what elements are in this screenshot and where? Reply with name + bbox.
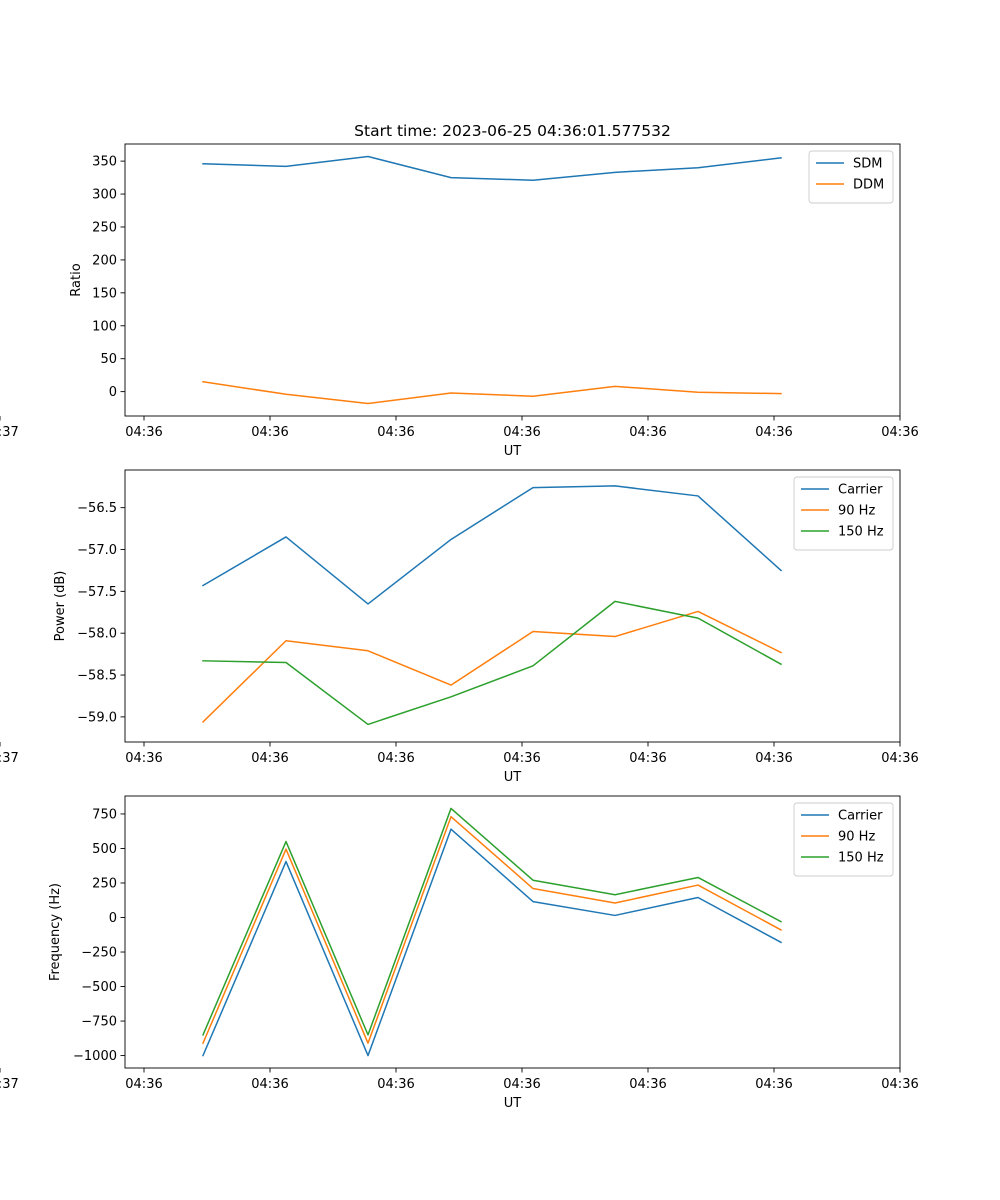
x-tick-label: 04:36	[125, 751, 162, 766]
legend: Carrier 90 Hz 150 Hz	[793, 476, 894, 551]
y-tick-label: −500	[81, 980, 117, 995]
series-line-ddm	[202, 380, 782, 405]
legend-entry: SDM	[853, 157, 882, 172]
y-axis-label: Frequency (Hz)	[48, 883, 63, 981]
y-tick-label: −250	[81, 946, 117, 961]
y-tick-label: 0	[109, 385, 117, 400]
x-tick-label: 04:37	[0, 751, 19, 766]
legend-entry: 150 Hz	[838, 525, 884, 540]
x-tick-label: 04:36	[629, 425, 666, 440]
series-line-90-hz	[201, 610, 783, 723]
axes-frame	[124, 469, 901, 743]
y-tick-label: −58.5	[77, 669, 117, 684]
legend-entry: 90 Hz	[838, 830, 875, 845]
legend: SDM DDM	[808, 150, 894, 204]
x-tick-label: 04:36	[377, 751, 414, 766]
y-tick-label: 100	[92, 319, 117, 334]
x-tick-label: 04:37	[0, 425, 19, 440]
x-tick-label: 04:36	[125, 1077, 162, 1092]
axes-frame	[124, 795, 901, 1069]
y-tick-label: −1000	[73, 1049, 117, 1064]
series-line-90-hz	[202, 815, 783, 1045]
x-tick-label: 04:36	[881, 425, 918, 440]
legend-box	[808, 150, 894, 204]
chart-title: Start time: 2023-06-25 04:36:01.577532	[354, 122, 671, 140]
x-tick-label: 04:36	[377, 425, 414, 440]
x-tick-label: 04:37	[0, 1077, 19, 1092]
y-tick-label: 500	[92, 842, 117, 857]
series-line-carrier	[202, 828, 783, 1057]
legend-entry: DDM	[853, 178, 884, 193]
legend-entry: Carrier	[838, 809, 883, 824]
y-tick-label: −59.0	[77, 710, 117, 725]
chart-panel-3: 04:36 04:36 04:36 04:36 04:36 04:36 04:36 04:37…	[0, 795, 919, 1111]
x-tick-label: 04:36	[629, 751, 666, 766]
x-tick-label: 04:36	[503, 425, 540, 440]
x-tick-label: 04:36	[755, 1077, 792, 1092]
x-tick-label: 04:36	[251, 425, 288, 440]
y-axis-label: Power (dB)	[53, 571, 68, 642]
y-tick-label: 250	[92, 876, 117, 891]
y-tick-label: −750	[81, 1015, 117, 1030]
y-tick-label: 350	[92, 155, 117, 170]
x-axis-label: UT	[504, 1096, 522, 1111]
y-tick-label: 0	[109, 911, 117, 926]
y-tick-label: 50	[100, 352, 117, 367]
axes-frame	[124, 143, 901, 417]
legend-entry: 150 Hz	[838, 851, 884, 866]
series-line-sdm	[202, 155, 782, 181]
x-tick-label: 04:36	[503, 751, 540, 766]
chart-panel-1: 04:36 04:36 04:36 04:36 04:36 04:36 04:36 04:37…	[0, 122, 919, 459]
x-tick-label: 04:36	[755, 425, 792, 440]
legend-entry: Carrier	[838, 483, 883, 498]
y-tick-label: −56.5	[77, 501, 117, 516]
x-tick-label: 04:36	[881, 751, 918, 766]
x-tick-label: 04:36	[629, 1077, 666, 1092]
series-line-carrier	[201, 485, 783, 605]
y-tick-label: 250	[92, 220, 117, 235]
y-tick-label: −57.5	[77, 585, 117, 600]
series-line-150-hz	[202, 807, 783, 1036]
x-tick-label: 04:36	[377, 1077, 414, 1092]
x-tick-label: 04:36	[503, 1077, 540, 1092]
chart-panel-2: 04:36 04:36 04:36 04:36 04:36 04:36 04:36 04:37…	[0, 469, 919, 785]
y-tick-label: 750	[92, 807, 117, 822]
y-tick-label: 150	[92, 286, 117, 301]
y-tick-label: −57.0	[77, 543, 117, 558]
x-tick-label: 04:36	[251, 751, 288, 766]
x-tick-label: 04:36	[251, 1077, 288, 1092]
x-tick-label: 04:36	[755, 751, 792, 766]
y-axis-label: Ratio	[69, 263, 84, 296]
legend: Carrier 90 Hz 150 Hz	[793, 802, 894, 877]
x-tick-label: 04:36	[125, 425, 162, 440]
legend-entry: 90 Hz	[838, 504, 875, 519]
series-line-150-hz	[202, 600, 783, 726]
y-tick-label: −58.0	[77, 627, 117, 642]
y-tick-label: 300	[92, 188, 117, 203]
x-axis-label: UT	[504, 770, 522, 785]
x-tick-label: 04:36	[881, 1077, 918, 1092]
x-axis-label: UT	[504, 444, 522, 459]
y-tick-label: 200	[92, 253, 117, 268]
